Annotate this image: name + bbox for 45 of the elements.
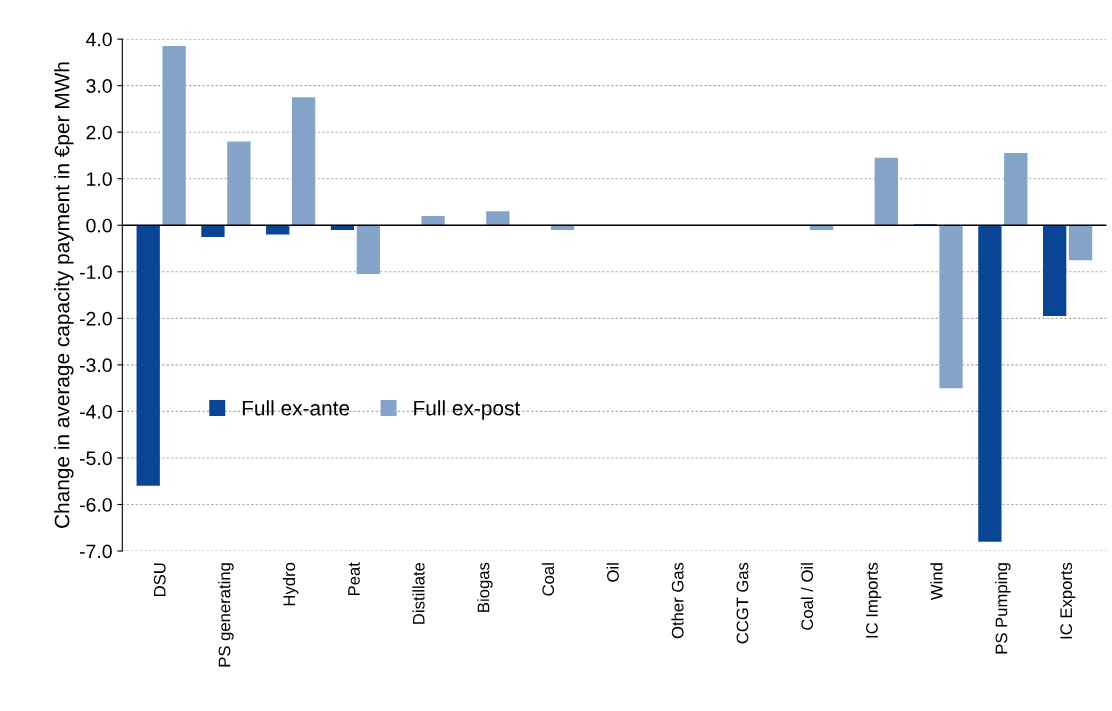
legend-label: Full ex-ante xyxy=(242,400,350,416)
bar xyxy=(356,225,380,275)
y-tick-label: 0.0 xyxy=(86,218,112,233)
x-tick-label: Peat xyxy=(348,562,360,596)
x-tick-label: IC Imports xyxy=(866,562,882,638)
bar xyxy=(1004,153,1028,226)
x-tick-label: PS Pumping xyxy=(995,563,1011,654)
bar xyxy=(978,225,1002,542)
bar xyxy=(136,225,160,486)
bar xyxy=(874,157,898,226)
bar xyxy=(227,141,251,226)
x-tick-label: Distillate xyxy=(412,562,425,624)
x-tick-label: Other Gas xyxy=(671,562,684,639)
bar xyxy=(291,97,316,226)
x-tick-label: PS generating xyxy=(218,563,234,667)
x-tick-label: CCGT Gas xyxy=(736,562,749,644)
bar xyxy=(939,225,963,389)
bar xyxy=(266,225,290,235)
y-tick-label: -7.0 xyxy=(79,544,112,559)
y-axis-title: Change in average capacity payment in €per MWh xyxy=(54,62,74,528)
x-tick-label: Wind xyxy=(930,563,943,601)
y-tick-label: -6.0 xyxy=(79,497,112,512)
y-tick-label: -5.0 xyxy=(79,451,112,466)
y-tick-label: -1.0 xyxy=(79,265,112,280)
x-tick-label: Oil xyxy=(606,563,619,582)
y-tick-label: -4.0 xyxy=(79,404,112,419)
bar xyxy=(421,215,445,226)
legend-label: Full ex-post xyxy=(414,400,521,420)
y-tick-label: 3.0 xyxy=(86,79,112,93)
y-tick-label: 4.0 xyxy=(86,32,112,47)
y-tick-label: -3.0 xyxy=(79,358,112,373)
x-tick-label: Coal xyxy=(541,563,555,596)
y-tick-label: 1.0 xyxy=(87,172,112,186)
y-tick-label: 2.0 xyxy=(86,125,112,140)
bar xyxy=(486,211,510,226)
x-tick-label: Hydro xyxy=(282,562,299,606)
x-tick-label: Biogas xyxy=(477,562,493,612)
bar xyxy=(201,225,225,237)
bar xyxy=(162,46,186,226)
y-tick-label: -2.0 xyxy=(79,311,112,326)
x-tick-label: DSU xyxy=(153,563,166,596)
bar xyxy=(1068,225,1093,261)
x-tick-label: IC Exports xyxy=(1060,562,1076,639)
bar xyxy=(1042,225,1067,317)
x-tick-label: Coal / Oil xyxy=(800,563,814,630)
